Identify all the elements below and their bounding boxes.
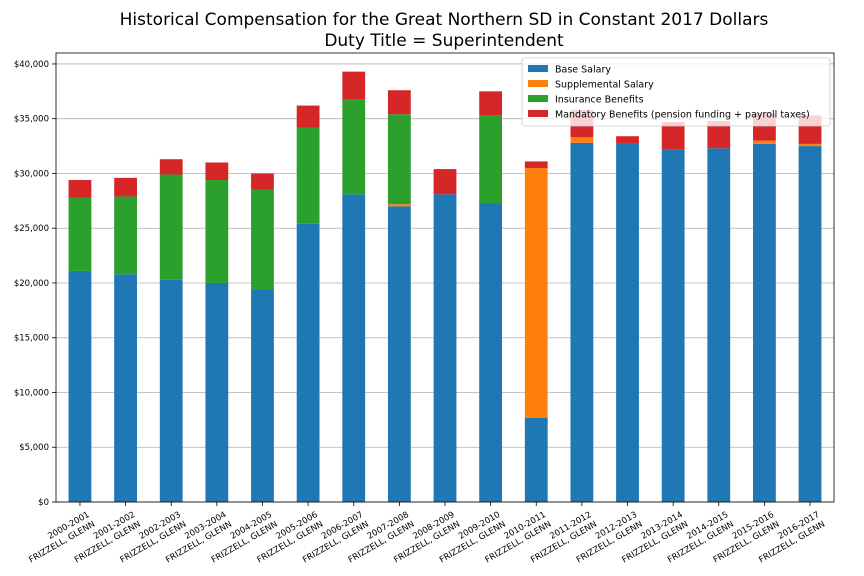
bar-base-2005-2006 xyxy=(296,223,320,502)
y-tick-label: $40,000 xyxy=(14,60,49,70)
bar-insurance-2009-2010 xyxy=(479,115,503,204)
bar-mandatory-2006-2007 xyxy=(342,71,366,99)
bar-base-2001-2002 xyxy=(114,274,137,502)
bar-mandatory-2014-2015 xyxy=(707,120,731,149)
bar-mandatory-2008-2009 xyxy=(433,169,457,195)
bar-base-2007-2008 xyxy=(387,206,411,502)
bars xyxy=(68,71,822,503)
bar-base-2016-2017 xyxy=(798,146,822,502)
bar-insurance-2001-2002 xyxy=(114,196,137,275)
bar-base-2015-2016 xyxy=(753,143,776,502)
bar-mandatory-2012-2013 xyxy=(616,136,639,144)
y-tick-label: $10,000 xyxy=(14,388,49,398)
legend-label: Insurance Benefits xyxy=(555,95,644,106)
legend-box xyxy=(521,57,831,127)
bar-base-2010-2011 xyxy=(524,417,548,502)
legend-swatch xyxy=(528,80,548,87)
bar-supplemental-2007-2008 xyxy=(387,204,411,207)
bar-base-2009-2010 xyxy=(479,203,503,502)
chart-title-line2: Duty Title = Superintendent xyxy=(324,31,564,51)
bar-base-2006-2007 xyxy=(342,194,366,502)
bar-mandatory-2009-2010 xyxy=(479,91,503,116)
bar-insurance-2003-2004 xyxy=(205,180,229,283)
y-tick-label: $0 xyxy=(38,498,49,508)
legend-label: Supplemental Salary xyxy=(555,80,654,91)
bar-mandatory-2013-2014 xyxy=(661,121,685,150)
bar-base-2000-2001 xyxy=(68,270,92,502)
y-tick-label: $5,000 xyxy=(19,443,49,453)
bar-base-2012-2013 xyxy=(616,143,639,502)
legend-swatch xyxy=(528,95,548,102)
bar-base-2003-2004 xyxy=(205,282,229,502)
bar-mandatory-2003-2004 xyxy=(205,162,229,181)
bar-mandatory-2001-2002 xyxy=(114,177,137,197)
bar-mandatory-2000-2001 xyxy=(68,180,92,198)
bar-insurance-2005-2006 xyxy=(296,127,320,224)
y-tick-label: $30,000 xyxy=(14,169,49,179)
bar-insurance-2006-2007 xyxy=(342,98,366,195)
bar-base-2002-2003 xyxy=(159,279,183,502)
y-tick-label: $15,000 xyxy=(14,334,49,344)
bar-mandatory-2005-2006 xyxy=(296,105,320,128)
y-tick-label: $25,000 xyxy=(14,224,49,234)
bar-supplemental-2016-2017 xyxy=(798,143,822,147)
bar-insurance-2002-2003 xyxy=(159,174,183,280)
bar-insurance-2004-2005 xyxy=(251,189,274,290)
bar-base-2014-2015 xyxy=(707,148,731,502)
bar-insurance-2000-2001 xyxy=(68,197,92,271)
bar-base-2008-2009 xyxy=(433,194,457,502)
legend-swatch xyxy=(528,110,548,117)
legend-label: Base Salary xyxy=(555,65,611,76)
bar-base-2013-2014 xyxy=(661,149,685,502)
legend-label: Mandatory Benefits (pension funding + pa… xyxy=(555,110,810,121)
bar-supplemental-2011-2012 xyxy=(570,137,594,143)
bar-base-2004-2005 xyxy=(251,289,274,502)
y-axis-ticks: $0 $5,000 $10,000 $15,000 $20,000 $25,000 $30,… xyxy=(14,60,56,508)
bar-supplemental-2015-2016 xyxy=(753,140,776,144)
bar-base-2011-2012 xyxy=(570,142,594,503)
y-tick-label: $35,000 xyxy=(14,115,49,125)
bar-mandatory-2007-2008 xyxy=(387,90,411,115)
chart-title-line1: Historical Compensation for the Great No… xyxy=(120,10,769,30)
y-tick-label: $20,000 xyxy=(14,279,49,289)
bar-insurance-2007-2008 xyxy=(387,114,411,205)
legend-swatch xyxy=(528,65,548,72)
bar-mandatory-2010-2011 xyxy=(524,161,548,168)
legend: Base Salary Supplemental Salary Insurance … xyxy=(521,57,831,127)
bar-supplemental-2010-2011 xyxy=(524,167,548,418)
bar-mandatory-2002-2003 xyxy=(159,159,183,175)
bar-mandatory-2004-2005 xyxy=(251,173,274,190)
